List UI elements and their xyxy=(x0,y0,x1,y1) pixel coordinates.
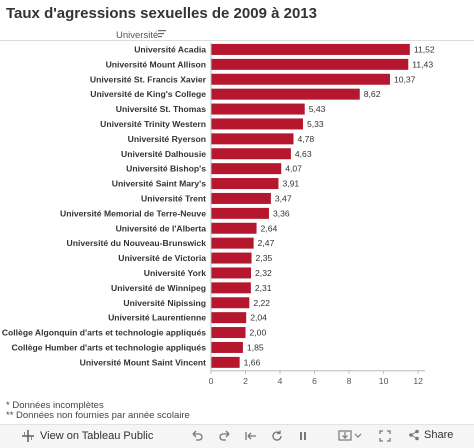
value-label: 5,43 xyxy=(309,104,326,114)
category-label: Université Acadia xyxy=(134,44,206,54)
category-label: Université York xyxy=(144,268,206,278)
revert-icon[interactable] xyxy=(244,429,258,443)
category-label: Université Nipissing xyxy=(123,298,206,308)
category-label: Université Saint Mary's xyxy=(112,179,206,189)
bar xyxy=(211,297,250,309)
share-label: Share xyxy=(424,429,454,441)
bar xyxy=(211,178,279,190)
bar xyxy=(211,148,291,160)
category-label: Université Trinity Western xyxy=(100,119,206,129)
bar xyxy=(211,163,282,175)
value-label: 3,91 xyxy=(282,179,299,189)
category-label: Collège Algonquin d'arts et technologie … xyxy=(2,328,206,338)
bar xyxy=(211,118,303,130)
category-label: Université Bishop's xyxy=(126,164,206,174)
x-tick-label: 12 xyxy=(413,376,423,386)
bar xyxy=(211,312,247,324)
bar xyxy=(211,88,360,100)
view-on-tableau-public-label: View on Tableau Public xyxy=(40,430,154,442)
category-label: Université Trent xyxy=(141,193,206,203)
download-icon[interactable] xyxy=(338,429,362,443)
category-label: Collège Humber d'arts et technologie app… xyxy=(12,342,207,352)
footnote-incomplete: * Données incomplètes xyxy=(6,400,104,411)
value-label: 11,43 xyxy=(412,59,433,69)
tableau-logo-icon xyxy=(22,430,34,442)
footnote-not-provided: ** Données non fournies par année scolai… xyxy=(6,410,190,421)
category-label: Université Ryerson xyxy=(128,134,206,144)
value-label: 2,22 xyxy=(253,298,270,308)
bar xyxy=(211,207,269,219)
value-label: 2,00 xyxy=(250,328,267,338)
pause-icon[interactable] xyxy=(296,429,310,443)
value-label: 5,33 xyxy=(307,119,324,129)
value-label: 2,64 xyxy=(261,223,278,233)
value-label: 11,52 xyxy=(414,44,435,54)
bar xyxy=(211,252,252,264)
value-label: 8,62 xyxy=(364,89,381,99)
x-axis-title: Taux d'agressions sexuelles par 10 000 é… xyxy=(204,389,429,391)
bar-chart: Université Acadia 11,52 Université Mount A… xyxy=(2,42,435,391)
chart-title: Taux d'agressions sexuelles de 2009 à 20… xyxy=(6,5,317,22)
redo-icon[interactable] xyxy=(218,429,232,443)
bar xyxy=(211,267,252,279)
bar xyxy=(211,43,410,55)
bar xyxy=(211,133,294,145)
category-label: Université de l'Alberta xyxy=(116,223,207,233)
x-tick-label: 6 xyxy=(312,376,317,386)
x-tick-label: 2 xyxy=(243,376,248,386)
view-on-tableau-public-link[interactable]: View on Tableau Public xyxy=(22,430,153,442)
category-label: Université du Nouveau-Brunswick xyxy=(67,238,207,248)
sort-icon[interactable] xyxy=(158,29,167,38)
category-label: Université de King's College xyxy=(90,89,206,99)
value-label: 4,07 xyxy=(285,164,302,174)
category-label: Université Mount Saint Vincent xyxy=(80,357,207,367)
category-label: Université Laurentienne xyxy=(108,313,206,323)
bar xyxy=(211,237,254,249)
bar xyxy=(211,192,271,204)
category-label: Université Memorial de Terre-Neuve xyxy=(60,208,206,218)
bar xyxy=(211,282,251,294)
fullscreen-icon[interactable] xyxy=(378,429,392,443)
column-header-universite: Université xyxy=(116,30,159,41)
bar xyxy=(211,327,246,339)
undo-icon[interactable] xyxy=(190,429,204,443)
x-tick-label: 4 xyxy=(278,376,283,386)
value-label: 1,85 xyxy=(247,342,264,352)
tableau-toolbar: View on Tableau Public Share xyxy=(0,424,474,448)
share-icon xyxy=(409,429,419,441)
category-label: Université Dalhousie xyxy=(121,149,206,159)
share-button[interactable]: Share xyxy=(408,429,453,441)
value-label: 4,63 xyxy=(295,149,312,159)
category-label: Université St. Francis Xavier xyxy=(90,74,207,84)
bar xyxy=(211,222,257,234)
bar xyxy=(211,103,305,115)
value-label: 10,37 xyxy=(394,74,416,84)
bar xyxy=(211,73,390,85)
bar xyxy=(211,341,243,353)
bar xyxy=(211,58,409,70)
category-label: Université Mount Allison xyxy=(106,59,206,69)
category-label: Université de Winnipeg xyxy=(111,283,206,293)
refresh-icon[interactable] xyxy=(270,429,284,443)
value-label: 3,36 xyxy=(273,208,290,218)
value-label: 2,31 xyxy=(255,283,272,293)
x-tick-label: 8 xyxy=(347,376,352,386)
header-divider xyxy=(0,40,474,41)
category-label: Université St. Thomas xyxy=(116,104,206,114)
value-label: 2,04 xyxy=(250,313,267,323)
value-label: 2,32 xyxy=(255,268,272,278)
value-label: 2,47 xyxy=(258,238,275,248)
value-label: 3,47 xyxy=(275,193,292,203)
x-tick-label: 0 xyxy=(209,376,214,386)
value-label: 1,66 xyxy=(244,357,261,367)
value-label: 4,78 xyxy=(297,134,314,144)
bar xyxy=(211,356,240,368)
x-tick-label: 10 xyxy=(379,376,389,386)
category-label: Université de Victoria xyxy=(118,253,206,263)
value-label: 2,35 xyxy=(256,253,273,263)
